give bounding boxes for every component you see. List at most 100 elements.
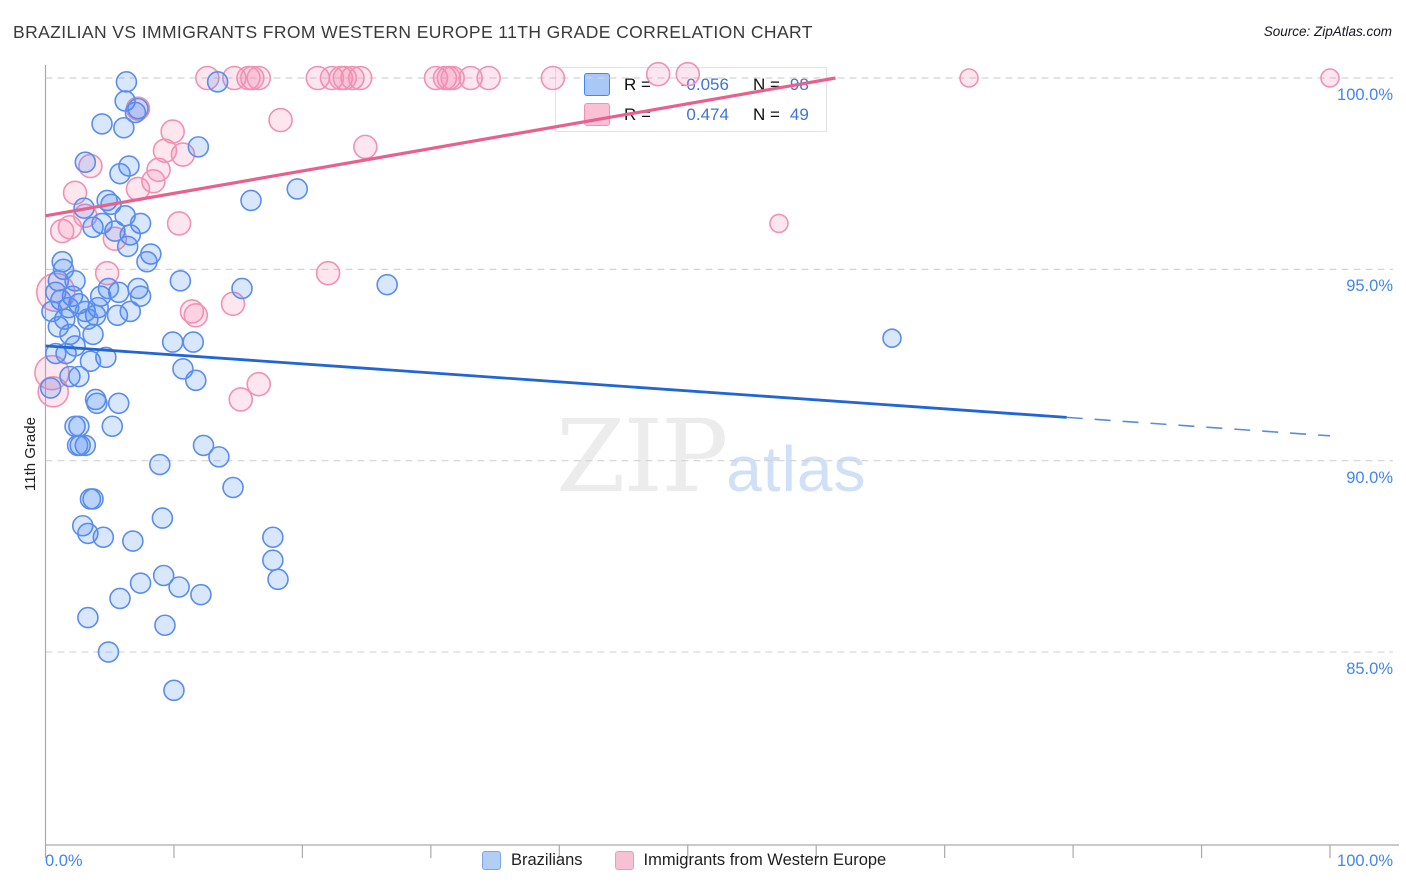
scatter-point-brazilians [152, 564, 175, 587]
scatter-point-brazilians [182, 331, 205, 353]
r-value: -0.056 [680, 74, 729, 94]
scatter-point-brazilians [129, 285, 152, 307]
scatter-point-brazilians [119, 300, 142, 323]
legend-row-brazilians: R = -0.056 N = 98 [556, 71, 826, 98]
scatter-point-western-europe [102, 226, 128, 252]
scatter-point-western-europe [94, 260, 120, 286]
scatter-point-brazilians [82, 488, 104, 510]
scatter-point-brazilians [74, 300, 97, 323]
scatter-point-brazilians [89, 285, 112, 307]
scatter-point-western-europe [49, 218, 75, 244]
scatter-point-brazilians [149, 453, 171, 476]
y-axis-title: 11th Grade [22, 417, 39, 491]
scatter-point-brazilians [47, 315, 70, 338]
scatter-point-brazilians [187, 136, 210, 158]
scatter-point-brazilians [51, 250, 73, 273]
scatter-point-brazilians [107, 392, 130, 415]
scatter-point-western-europe [236, 65, 261, 91]
blue-trend-line-dashed [1066, 416, 1331, 437]
scatter-point-western-europe [769, 213, 789, 234]
watermark-zip: ZIP [556, 398, 728, 515]
scatter-point-brazilians [262, 549, 284, 572]
scatter-point-brazilians [59, 365, 81, 388]
scatter-point-brazilians [192, 434, 215, 457]
n-value: 49 [789, 104, 809, 124]
scatter-point-brazilians [151, 507, 174, 529]
scatter-point-brazilians [44, 281, 67, 304]
scatter-point-brazilians [116, 235, 139, 258]
scatter-point-western-europe [62, 180, 88, 206]
n-label: N = [752, 74, 780, 94]
scatter-point-western-europe [37, 376, 70, 408]
scatter-point-brazilians [69, 434, 91, 457]
scatter-point-brazilians [77, 522, 99, 545]
scatter-point-brazilians [68, 292, 90, 315]
scatter-point-brazilians [77, 606, 99, 629]
scatter-point-brazilians [86, 392, 108, 415]
scatter-point-brazilians [77, 308, 99, 330]
scatter-point-brazilians [129, 212, 152, 235]
scatter-point-brazilians [206, 71, 229, 93]
scatter-point-brazilians [109, 587, 131, 610]
scatter-point-western-europe [179, 299, 205, 324]
source-label: Source: ZipAtlas.com [1263, 24, 1392, 39]
scatter-point-brazilians [53, 308, 76, 330]
scatter-point-brazilians [101, 415, 124, 438]
scatter-point-brazilians [59, 323, 81, 346]
western-europe-swatch-icon [584, 103, 610, 126]
scatter-point-brazilians [79, 350, 102, 372]
scatter-point-brazilians [100, 193, 122, 216]
r-label: R = [624, 104, 651, 124]
scatter-point-brazilians [190, 583, 212, 606]
scatter-point-brazilians [95, 346, 117, 369]
scatter-point-brazilians [163, 679, 185, 702]
scatter-point-brazilians [71, 514, 94, 537]
scatter-point-western-europe [183, 302, 209, 328]
scatter-point-western-europe [152, 138, 178, 164]
scatter-point-brazilians [127, 97, 149, 120]
y-tick-label-100: 100.0% [1337, 86, 1393, 104]
scatter-point-brazilians [97, 277, 120, 300]
scatter-point-western-europe [57, 214, 83, 240]
scatter-point-brazilians [74, 151, 97, 173]
western-europe-legend-label: Immigrants from Western Europe [643, 851, 887, 869]
scatter-point-brazilians [52, 258, 75, 281]
scatter-point-brazilians [115, 71, 138, 93]
scatter-point-brazilians [47, 270, 70, 292]
scatter-point-brazilians [169, 270, 192, 292]
n-label: N = [752, 104, 780, 124]
watermark: ZIP atlas [556, 398, 866, 515]
scatter-point-brazilians [267, 568, 289, 591]
brazilians-swatch-icon [584, 73, 610, 96]
scatter-point-brazilians [208, 446, 230, 468]
scatter-point-western-europe [146, 157, 171, 183]
scatter-point-western-europe [78, 153, 103, 179]
scatter-point-brazilians [114, 90, 136, 112]
scatter-point-brazilians [96, 189, 118, 212]
scatter-point-brazilians [122, 530, 144, 552]
scatter-point-western-europe [125, 96, 151, 121]
scatter-point-brazilians [41, 300, 63, 323]
scatter-point-brazilians [64, 335, 86, 357]
scatter-point-brazilians [82, 323, 104, 346]
y-tick-label-90: 90.0% [1346, 469, 1393, 487]
scatter-point-western-europe [319, 65, 345, 91]
scatter-point-western-europe [240, 65, 265, 91]
scatter-point-brazilians [91, 113, 113, 135]
scatter-point-western-europe [228, 387, 254, 412]
scatter-point-western-europe [305, 65, 331, 91]
watermark-atlas: atlas [726, 433, 867, 505]
r-value: 0.474 [686, 104, 729, 124]
scatter-point-western-europe [246, 65, 272, 91]
scatter-point-brazilians [61, 285, 84, 307]
scatter-point-western-europe [347, 65, 373, 91]
scatter-point-brazilians [66, 434, 89, 457]
scatter-point-brazilians [222, 476, 244, 499]
scatter-point-brazilians [39, 377, 62, 399]
scatter-point-western-europe [141, 169, 166, 194]
scatter-point-brazilians [97, 641, 120, 663]
scatter-point-brazilians [286, 178, 309, 200]
scatter-point-brazilians [161, 331, 184, 353]
scatter-point-brazilians [262, 526, 284, 549]
